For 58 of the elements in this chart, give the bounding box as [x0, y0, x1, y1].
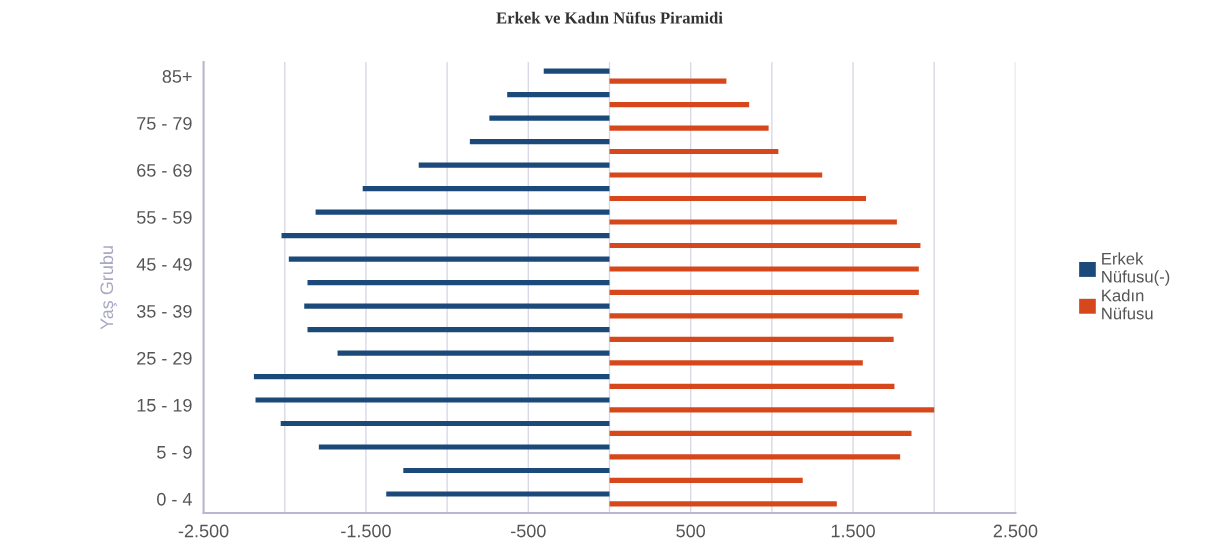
bar [281, 233, 610, 239]
bar [609, 454, 901, 460]
bar [307, 326, 610, 333]
bar [280, 420, 610, 427]
x-tick-label: 500 [676, 524, 706, 538]
bar [609, 78, 727, 84]
bar [609, 430, 912, 436]
x-tick-label: 1.500 [831, 524, 875, 538]
y-tick-label: 35 - 39 [136, 304, 192, 318]
bar [337, 350, 610, 356]
y-tick-label: 85+ [162, 70, 192, 83]
bar [315, 209, 610, 215]
bar [418, 162, 610, 168]
bar [307, 280, 610, 286]
legend-label: Erkek Nüfusu(-) [1102, 252, 1170, 286]
bar [609, 336, 894, 343]
bar [403, 467, 610, 474]
bar [255, 397, 610, 403]
bar [386, 491, 610, 497]
bar [253, 373, 610, 380]
y-tick-label: 75 - 79 [137, 117, 192, 130]
y-axis-title: Yaş Grubu [99, 246, 117, 330]
legend-label: Kadın Nüfusu [1102, 289, 1153, 320]
chart-title: Erkek ve Kadın Nüfus Piramidi [496, 11, 723, 24]
bar [609, 195, 867, 202]
y-tick-label: 45 - 49 [136, 257, 192, 271]
x-tick-label: -500 [511, 524, 546, 538]
bar [609, 477, 803, 483]
bar [609, 407, 935, 413]
bar [469, 139, 610, 145]
y-tick-label: 0 - 4 [157, 492, 192, 506]
bar [362, 186, 610, 192]
bar [507, 92, 610, 98]
bar [609, 313, 903, 319]
x-tick-label: -1.500 [341, 524, 391, 538]
y-tick-label: 5 - 9 [157, 445, 192, 459]
y-tick-label: 15 - 19 [137, 398, 192, 412]
bar [543, 68, 610, 74]
x-tick-label: 2.500 [993, 524, 1038, 538]
bar [609, 219, 897, 225]
bar [609, 360, 863, 366]
bar [609, 242, 921, 249]
bar [609, 101, 750, 108]
bar [609, 148, 779, 155]
y-tick-label: 55 - 59 [136, 211, 192, 224]
bar [609, 172, 823, 178]
bar [609, 266, 919, 272]
y-tick-label: 65 - 69 [137, 164, 192, 177]
bar [609, 383, 895, 389]
y-tick-label: 25 - 29 [137, 351, 192, 365]
bar [609, 125, 769, 131]
bar [318, 444, 610, 450]
bar [609, 501, 837, 507]
bar [288, 256, 610, 262]
x-tick-label: -2.500 [178, 524, 229, 538]
bar [489, 115, 610, 121]
bar [609, 289, 919, 296]
bar [304, 303, 610, 309]
